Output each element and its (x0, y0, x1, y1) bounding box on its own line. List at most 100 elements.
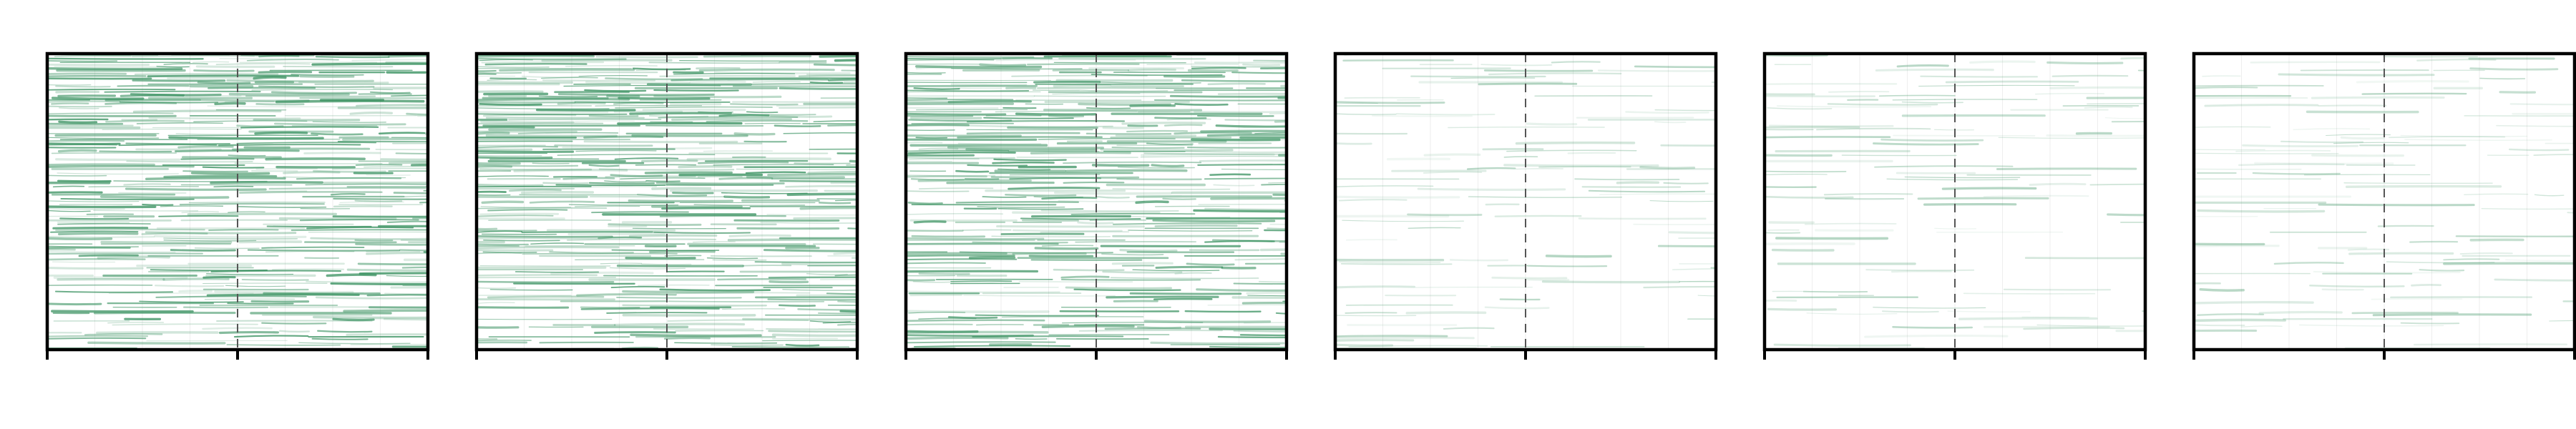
heat-streak (906, 175, 987, 178)
heat-streak (224, 100, 275, 103)
heat-streak (1053, 84, 1112, 88)
heat-streak (1567, 152, 1616, 154)
heat-streak (386, 275, 428, 277)
heat-streak (906, 56, 1035, 59)
heat-streak (1211, 239, 1287, 242)
heat-streak (1941, 187, 2037, 190)
heat-streak (402, 285, 428, 287)
heat-streak (906, 336, 1009, 340)
heat-streak (423, 189, 428, 192)
heat-streak (1545, 255, 1612, 258)
heat-streak (194, 247, 260, 250)
heat-streak (1151, 164, 1185, 168)
heat-streak (132, 109, 282, 114)
heat-streak (617, 122, 743, 125)
heat-streak (1246, 291, 1287, 295)
heat-streak (2250, 61, 2381, 64)
heat-streak (706, 257, 758, 260)
panel-6-streaks (2194, 56, 2575, 350)
heat-streak (104, 102, 177, 105)
heat-streak (278, 330, 311, 333)
heat-streak (1771, 248, 1835, 252)
heat-streak (261, 246, 365, 249)
heat-streak (2204, 104, 2319, 107)
heat-streak (477, 252, 522, 255)
heat-streak (1294, 273, 1370, 274)
heat-streak (664, 255, 702, 257)
heat-streak (655, 182, 785, 185)
heat-streak (1724, 201, 1815, 202)
heat-streak (1140, 152, 1275, 157)
heat-streak (575, 205, 640, 207)
heat-streak (604, 180, 647, 182)
heat-streak (400, 239, 428, 242)
heat-streak (1196, 288, 1287, 292)
heat-streak (2258, 310, 2343, 315)
heat-streak (2311, 154, 2404, 157)
heat-streak (47, 174, 107, 177)
heat-streak (1062, 322, 1204, 324)
heat-streak (1873, 142, 1979, 146)
panel-2-streaks (477, 54, 955, 350)
heat-streak (477, 274, 598, 277)
panel-2-grid (477, 54, 857, 350)
heat-streak (112, 323, 258, 326)
heat-streak (1126, 129, 1189, 133)
heat-streak (145, 177, 286, 180)
heat-streak (2104, 117, 2145, 119)
heat-streak (2240, 325, 2283, 327)
heat-streak (236, 142, 377, 144)
heat-streak (992, 161, 1055, 164)
heat-streak (477, 66, 550, 69)
heat-streak (52, 185, 85, 188)
heat-streak (1247, 295, 1287, 297)
heat-streak (268, 187, 426, 190)
heat-streak (1338, 199, 1407, 202)
heat-streak (1335, 185, 1434, 188)
heat-streak (667, 319, 809, 322)
heat-streak (193, 69, 255, 72)
heat-streak (1041, 245, 1094, 247)
heat-streak (807, 170, 857, 174)
heat-streak (1649, 200, 1714, 202)
heat-streak (1213, 184, 1255, 187)
heat-streak (401, 266, 428, 269)
heat-streak (1710, 267, 1716, 269)
heat-streak (1654, 109, 1716, 112)
heat-streak (1963, 292, 2096, 295)
heat-streak (2400, 134, 2528, 137)
heat-streak (477, 230, 523, 233)
heat-streak (182, 170, 248, 172)
heat-streak (1663, 182, 1709, 184)
heat-streak (218, 143, 361, 147)
heat-streak (2194, 318, 2286, 322)
heat-streak (906, 99, 1014, 101)
heat-streak (158, 215, 239, 217)
heat-streak (651, 187, 712, 190)
heat-streak (47, 235, 155, 238)
heat-streak (1005, 194, 1077, 197)
heat-streak (653, 231, 751, 234)
heat-streak (2340, 136, 2385, 140)
heat-streak (1184, 310, 1262, 313)
heat-streak (477, 81, 573, 84)
heat-streak (2534, 194, 2565, 197)
heat-streak (871, 248, 955, 249)
heat-streak (1484, 306, 1550, 310)
heat-streak (483, 240, 560, 242)
panel-3-streaks (906, 54, 1370, 350)
heat-streak (1085, 107, 1131, 109)
heat-streak (628, 234, 718, 237)
heat-streak (635, 69, 686, 72)
heat-streak (1267, 227, 1287, 230)
heat-streak (2333, 142, 2409, 144)
heat-streak (1065, 286, 1172, 290)
heat-streak (97, 255, 170, 260)
heat-streak (2194, 84, 2324, 87)
heat-streak (388, 162, 428, 164)
heat-streak (616, 296, 742, 299)
heat-streak (1917, 197, 2049, 200)
heat-streak (918, 147, 959, 151)
heat-streak (1998, 137, 2145, 139)
heat-streak (745, 171, 806, 174)
